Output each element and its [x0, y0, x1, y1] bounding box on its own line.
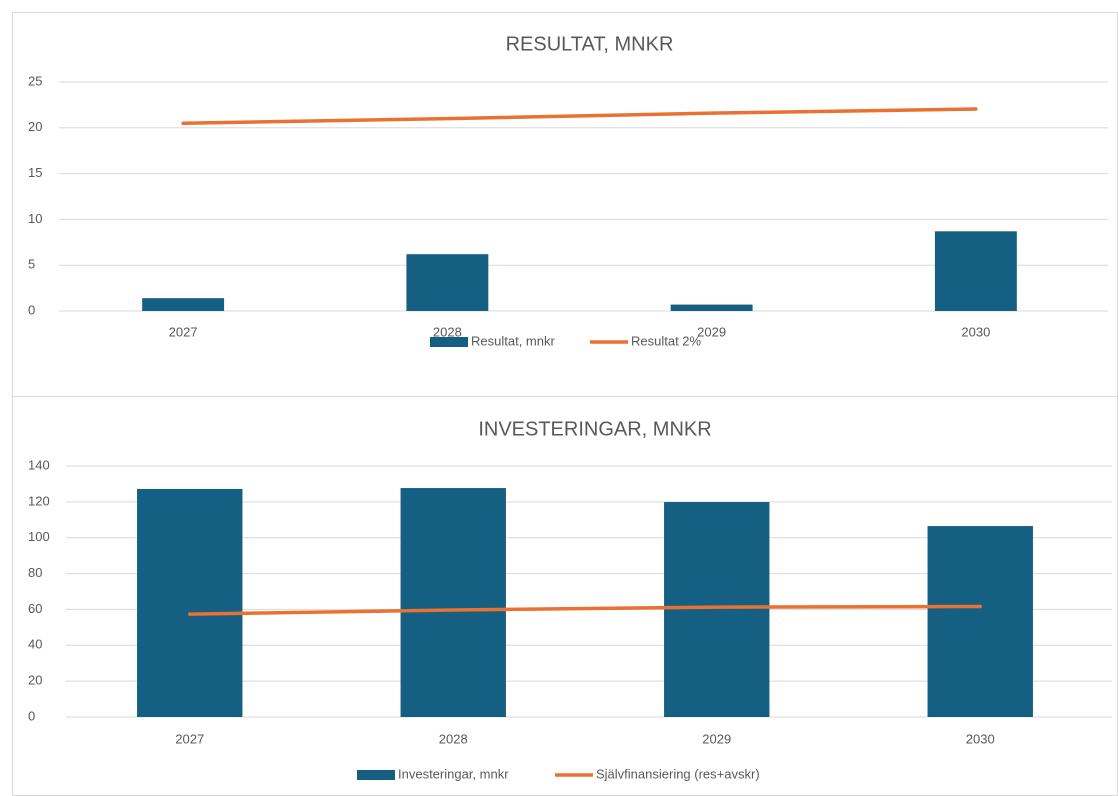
legend-label: Investeringar, mnkr [398, 766, 509, 781]
chart-frame [12, 12, 1118, 397]
y-tick-label: 60 [28, 601, 42, 616]
y-tick-label: 15 [28, 165, 42, 180]
legend-swatch [430, 337, 468, 347]
x-tick-label: 2027 [175, 731, 204, 746]
legend-label: Självfinansiering (res+avskr) [596, 766, 760, 781]
y-tick-label: 5 [28, 257, 35, 272]
bar [406, 254, 489, 311]
y-tick-label: 10 [28, 211, 42, 226]
y-tick-label: 140 [28, 457, 50, 472]
x-tick-label: 2028 [439, 731, 468, 746]
y-tick-label: 100 [28, 529, 50, 544]
y-tick-label: 120 [28, 493, 50, 508]
legend-swatch [357, 770, 395, 780]
y-tick-label: 0 [28, 708, 35, 723]
x-tick-label: 2027 [169, 324, 198, 339]
y-tick-label: 25 [28, 73, 42, 88]
line [181, 107, 978, 125]
x-tick-label: 2030 [966, 731, 995, 746]
bar [670, 304, 753, 311]
bar [142, 298, 225, 311]
y-tick-label: 80 [28, 565, 42, 580]
bar [934, 231, 1017, 311]
x-tick-label: 2030 [961, 324, 990, 339]
legend-label: Resultat, mnkr [471, 333, 555, 348]
x-tick-label: 2029 [702, 731, 731, 746]
bar [137, 488, 243, 717]
y-tick-label: 20 [28, 119, 42, 134]
x-tick-label: 2028 [433, 324, 462, 339]
legend-label: Resultat 2% [631, 333, 702, 348]
bar [927, 526, 1033, 717]
x-tick-label: 2029 [697, 324, 726, 339]
chart-title: RESULTAT, MNKR [506, 33, 674, 55]
chart-title: INVESTERINGAR, MNKR [478, 418, 711, 440]
line [188, 604, 982, 616]
y-tick-label: 0 [28, 302, 35, 317]
y-tick-label: 20 [28, 673, 42, 688]
bar [664, 502, 770, 717]
bar [400, 488, 506, 717]
y-tick-label: 40 [28, 637, 42, 652]
